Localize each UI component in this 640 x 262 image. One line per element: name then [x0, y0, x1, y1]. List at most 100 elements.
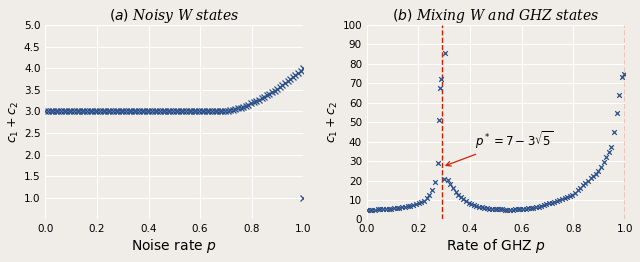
- Point: [525, 206, 536, 210]
- Point: [614, 93, 624, 97]
- Point: [411, 202, 421, 206]
- Point: [424, 193, 435, 197]
- Point: [397, 205, 407, 209]
- Point: [591, 172, 601, 176]
- Point: [598, 160, 609, 164]
- Point: [500, 208, 510, 212]
- Point: [549, 200, 559, 204]
- Point: [572, 188, 582, 192]
- Point: [364, 208, 374, 212]
- Point: [416, 200, 426, 204]
- Point: [440, 51, 451, 55]
- Point: [479, 206, 489, 210]
- Point: [580, 181, 591, 185]
- Point: [378, 207, 388, 211]
- Point: [547, 200, 557, 205]
- Point: [383, 207, 394, 211]
- Point: [458, 197, 468, 201]
- Point: [435, 77, 445, 81]
- Point: [529, 206, 539, 210]
- Point: [586, 176, 596, 181]
- Point: [606, 145, 616, 149]
- Point: [434, 118, 444, 122]
- Point: [552, 199, 562, 203]
- Point: [616, 75, 627, 79]
- Y-axis label: $c_1 + c_2$: $c_1 + c_2$: [326, 101, 340, 143]
- Point: [389, 206, 399, 210]
- Point: [372, 208, 383, 212]
- Point: [578, 183, 588, 188]
- Point: [422, 196, 432, 200]
- Point: [544, 201, 554, 205]
- Point: [367, 208, 378, 212]
- Point: [400, 205, 410, 209]
- Point: [611, 111, 621, 116]
- Point: [375, 207, 385, 211]
- Point: [484, 206, 495, 211]
- Point: [419, 198, 429, 203]
- Point: [429, 180, 440, 184]
- Point: [531, 205, 541, 209]
- Point: [492, 207, 502, 211]
- Point: [474, 204, 484, 209]
- Point: [539, 203, 549, 207]
- Point: [536, 204, 547, 208]
- Point: [456, 195, 466, 199]
- Point: [604, 150, 614, 154]
- Text: $p^* = 7 - 3\sqrt{5}$: $p^* = 7 - 3\sqrt{5}$: [446, 129, 554, 166]
- Point: [523, 206, 533, 210]
- Point: [386, 206, 396, 211]
- Point: [596, 165, 606, 169]
- Point: [481, 206, 492, 210]
- Point: [370, 208, 380, 212]
- Y-axis label: $c_1 + c_2$: $c_1 + c_2$: [7, 101, 21, 143]
- Point: [502, 208, 513, 212]
- Point: [505, 208, 515, 212]
- Point: [508, 208, 518, 212]
- Point: [445, 182, 456, 186]
- Point: [451, 190, 461, 194]
- Point: [583, 179, 593, 183]
- Point: [394, 206, 404, 210]
- Point: [463, 201, 474, 205]
- Point: [392, 206, 402, 210]
- Point: [487, 207, 497, 211]
- Point: [476, 205, 486, 209]
- Point: [559, 196, 570, 200]
- Point: [443, 178, 453, 182]
- Point: [567, 192, 577, 196]
- Point: [466, 202, 476, 206]
- Point: [593, 169, 604, 173]
- Point: [471, 204, 481, 208]
- Point: [619, 72, 629, 76]
- Point: [362, 208, 372, 212]
- Point: [609, 129, 619, 134]
- Point: [554, 198, 564, 202]
- Point: [520, 206, 531, 211]
- Point: [575, 186, 586, 190]
- Point: [453, 193, 463, 197]
- Point: [448, 186, 458, 190]
- Point: [490, 207, 500, 211]
- Point: [562, 195, 572, 199]
- Point: [601, 155, 611, 159]
- Point: [403, 204, 413, 209]
- Point: [381, 207, 391, 211]
- Point: [570, 190, 580, 195]
- Point: [515, 207, 525, 211]
- Title: $(b)$ Mixing W and GHZ states: $(b)$ Mixing W and GHZ states: [392, 7, 599, 25]
- Point: [413, 201, 424, 205]
- Point: [534, 204, 544, 209]
- Point: [564, 194, 575, 198]
- Point: [588, 174, 598, 178]
- Title: $(a)$ Noisy W states: $(a)$ Noisy W states: [109, 7, 239, 25]
- Point: [518, 207, 528, 211]
- Point: [433, 161, 443, 165]
- Point: [435, 86, 445, 90]
- Point: [427, 188, 437, 193]
- Point: [495, 207, 505, 211]
- Point: [541, 202, 552, 206]
- Point: [461, 199, 471, 203]
- Point: [439, 177, 449, 181]
- Point: [497, 208, 508, 212]
